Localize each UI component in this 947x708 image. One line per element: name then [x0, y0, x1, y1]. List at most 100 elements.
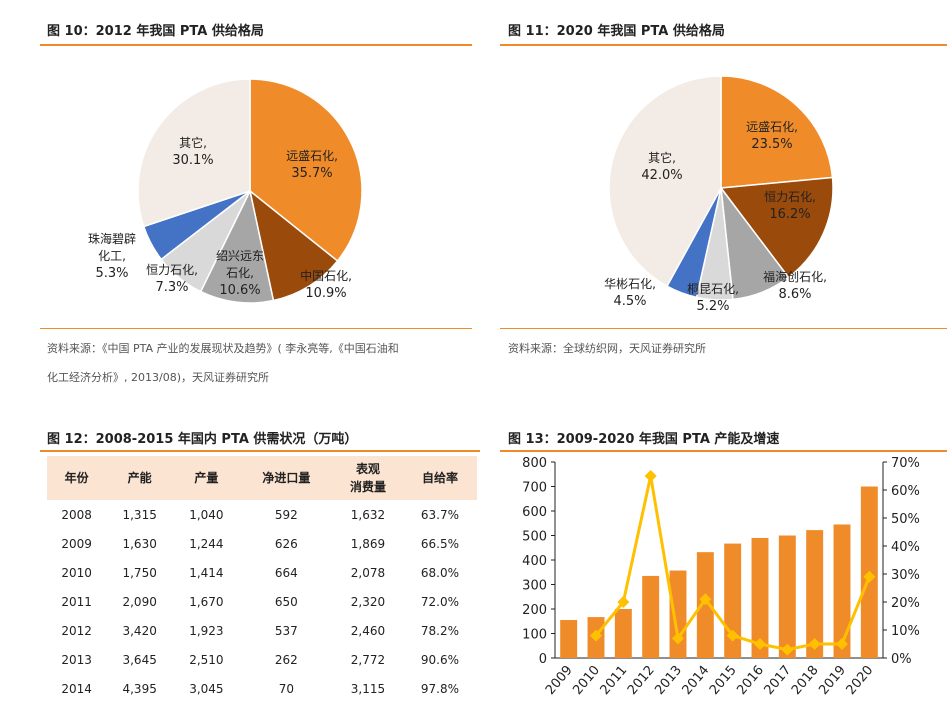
cell-self-sufficiency: 78.2% — [420, 623, 460, 638]
pie10-label-2-1: 石化, — [226, 266, 254, 280]
y-tick-label: 800 — [522, 456, 547, 471]
x-tick-label: 2012 — [625, 663, 658, 698]
pie10-label-4-0: 珠海碧辟 — [88, 231, 136, 246]
pie11-slice-5 — [608, 75, 722, 288]
table-row: 2014 4,395 3,045 70 3,115 97.8% — [47, 674, 477, 703]
cell-self-sufficiency: 72.0% — [420, 594, 460, 609]
x-tick-label: 2019 — [816, 663, 849, 698]
table-row: 2011 2,090 1,670 650 2,320 72.0% — [47, 587, 477, 616]
pie11-value-5: 42.0% — [641, 168, 682, 183]
fig10-bottom-rule — [40, 328, 472, 329]
cell-year: 2014 — [61, 681, 92, 696]
y-tick-label: 500 — [522, 530, 547, 545]
x-tick-label: 2020 — [844, 663, 877, 698]
fig10-source-line1: 资料来源：《中国 PTA 产业的发展现状及趋势》( 李永亮等,《中国石油和 — [47, 342, 399, 355]
pie11-label-0: 远盛石化, — [746, 119, 798, 134]
pie10-label-4-1: 化工, — [98, 249, 126, 263]
table-row: 2013 3,645 2,510 262 2,772 90.6% — [47, 645, 477, 674]
fig13-bar-line-chart: 0 100 200 300 400 500 600 700 800 0% 10% 20% 30% 40% 5… — [522, 456, 920, 698]
pie10-value-2: 10.6% — [219, 283, 260, 298]
fig10-title: 图 10：2012 年我国 PTA 供给格局 — [47, 24, 264, 39]
cell-consumption: 2,772 — [350, 652, 386, 667]
cell-self-sufficiency: 90.6% — [420, 652, 460, 667]
pie11-value-1: 16.2% — [769, 207, 810, 222]
growth-rate-point — [836, 638, 848, 650]
cell-consumption: 3,115 — [350, 681, 386, 696]
capacity-bar — [642, 575, 660, 658]
x-tick-label: 2013 — [652, 663, 685, 698]
cell-net-import: 537 — [274, 623, 298, 638]
growth-rate-point — [754, 638, 766, 650]
pie10-label-3: 恒力石化, — [146, 263, 198, 277]
table-header-row: 年份 产能 产量 净进口量 表观 消费量 自给率 — [47, 456, 477, 500]
table-row: 2009 1,630 1,244 626 1,869 66.5% — [47, 529, 477, 558]
cell-capacity: 1,750 — [122, 565, 157, 580]
cell-output: 3,045 — [189, 681, 224, 696]
y-tick-label: 600 — [522, 505, 547, 520]
fig13-title: 图 13：2009-2020 年我国 PTA 产能及增速 — [508, 432, 780, 447]
x-tick-label: 2015 — [707, 663, 740, 698]
y2-tick-label: 40% — [891, 540, 920, 555]
y2-tick-label: 20% — [891, 596, 920, 611]
pie11-label-2: 福海创石化, — [763, 269, 827, 284]
fig11-source: 资料来源：全球纺织网，天风证券研究所 — [508, 342, 706, 355]
pie11-value-3: 5.2% — [696, 299, 729, 314]
pie10-slice-5 — [137, 78, 251, 228]
y2-tick-label: 10% — [891, 624, 920, 639]
cell-self-sufficiency: 68.0% — [420, 565, 460, 580]
cell-net-import: 626 — [274, 536, 298, 551]
supply-demand-table: 年份 产能 产量 净进口量 表观 消费量 自给率 2008 1,315 1,040 59… — [47, 456, 477, 703]
pie11-label-5: 其它, — [648, 150, 676, 165]
cell-output: 1,923 — [189, 623, 224, 638]
header-capacity: 产能 — [106, 456, 174, 500]
fig12-title-rule — [40, 450, 480, 452]
pie10-value-3: 7.3% — [155, 280, 188, 295]
pie10-label-5: 其它, — [179, 135, 207, 150]
header-consumption: 表观 消费量 — [332, 456, 403, 500]
fig13-title-rule — [500, 450, 947, 452]
y2-tick-label: 30% — [891, 568, 920, 583]
cell-capacity: 3,645 — [122, 652, 157, 667]
x-tick-label: 2016 — [734, 663, 767, 698]
pie11-slice-1 — [719, 176, 834, 279]
y-tick-label: 0 — [539, 652, 547, 667]
table-row: 2010 1,750 1,414 664 2,078 68.0% — [47, 558, 477, 587]
cell-output: 1,040 — [189, 507, 224, 522]
pie10-value-1: 10.9% — [305, 286, 346, 301]
pie11-value-2: 8.6% — [778, 287, 811, 302]
fig11-bottom-rule — [500, 328, 947, 329]
y2-tick-label: 60% — [891, 484, 920, 499]
table-row: 2008 1,315 1,040 592 1,632 63.7% — [47, 500, 477, 529]
growth-rate-point — [590, 629, 602, 642]
y2-tick-label: 70% — [891, 456, 920, 471]
cell-consumption: 2,078 — [350, 565, 386, 580]
capacity-bar — [669, 570, 687, 658]
growth-rate-point — [781, 643, 794, 656]
capacity-bar — [751, 537, 769, 658]
header-output: 产量 — [173, 456, 240, 500]
header-year: 年份 — [47, 456, 107, 500]
header-net-import: 净进口量 — [239, 456, 333, 500]
growth-rate-point — [672, 632, 684, 645]
cell-consumption: 2,460 — [350, 623, 386, 638]
capacity-bar — [614, 609, 632, 658]
x-tick-label: 2011 — [598, 663, 631, 698]
fig10-title-rule — [40, 44, 472, 46]
capacity-bar — [560, 620, 578, 658]
cell-output: 1,244 — [189, 536, 224, 551]
growth-rate-point — [808, 638, 821, 650]
pie11-slice-0 — [720, 75, 834, 189]
cell-consumption: 2,320 — [350, 594, 386, 609]
pie11-value-0: 23.5% — [751, 137, 792, 152]
capacity-bar — [833, 524, 851, 658]
y-tick-label: 300 — [522, 579, 547, 594]
y-tick-label: 100 — [522, 628, 547, 643]
growth-rate-point — [617, 596, 630, 608]
cell-capacity: 1,630 — [122, 536, 157, 551]
cell-capacity: 1,315 — [122, 507, 157, 522]
cell-output: 1,670 — [189, 594, 224, 609]
table-row: 2012 3,420 1,923 537 2,460 78.2% — [47, 616, 477, 645]
growth-rate-point — [699, 593, 712, 606]
pie10-value-0: 35.7% — [291, 166, 332, 181]
